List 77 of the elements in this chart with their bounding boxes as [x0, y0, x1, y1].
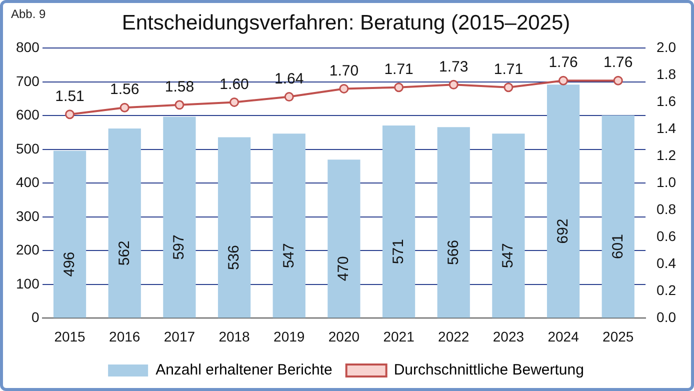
bar — [328, 160, 360, 318]
bar — [602, 115, 634, 318]
y2-tick-label: 0.8 — [656, 201, 676, 218]
data-label: 496 — [60, 252, 78, 277]
data-label: 1.58 — [164, 78, 194, 96]
y-tick-label: 700 — [16, 72, 40, 89]
y2-tick-label: 1.2 — [656, 147, 676, 164]
data-label: 597 — [170, 234, 188, 260]
y2-tick-label: 1.4 — [656, 120, 676, 136]
bar — [53, 150, 86, 318]
bar — [163, 116, 196, 318]
data-label: 1.76 — [548, 54, 578, 72]
y-tick-label: 100 — [16, 275, 40, 292]
point — [230, 97, 240, 107]
point — [339, 84, 349, 94]
data-label: 470 — [335, 256, 352, 282]
data-label: 1.76 — [604, 54, 633, 72]
data-label: 692 — [554, 218, 572, 244]
chart-title: Entscheidungsverfahren: Beratung (2015–2025) — [122, 11, 570, 34]
point — [120, 102, 130, 112]
y2-tick-label: 0.4 — [656, 255, 676, 272]
x-tick-label: 2023 — [492, 328, 524, 344]
x-tick-label: 2018 — [218, 328, 250, 344]
point — [504, 82, 514, 92]
data-label: 571 — [390, 239, 407, 264]
x-tick-label: 2021 — [383, 328, 415, 344]
data-label: 547 — [500, 243, 517, 268]
legend-label: Anzahl erhaltener Berichte — [156, 362, 332, 379]
data-label: 547 — [280, 243, 298, 268]
data-label: 536 — [225, 244, 242, 270]
x-tick-label: 2020 — [328, 328, 360, 344]
data-label: 1.51 — [55, 88, 84, 105]
data-label: 1.56 — [110, 81, 140, 98]
point — [448, 80, 458, 90]
y2-tick-label: 0.2 — [656, 282, 676, 298]
data-label: 601 — [609, 234, 626, 260]
data-label: 1.71 — [384, 60, 414, 78]
point — [284, 92, 294, 102]
y-tick-label: 300 — [16, 208, 40, 224]
y-tick-label: 400 — [16, 174, 40, 190]
bar — [492, 134, 525, 318]
caption: Abb. 9 — [11, 7, 46, 21]
bar — [382, 125, 416, 318]
y-tick-label: 200 — [16, 242, 40, 258]
x-tick-label: 2017 — [164, 328, 196, 344]
y-tick-label: 600 — [16, 106, 40, 123]
data-label: 1.71 — [494, 60, 524, 78]
point — [394, 82, 404, 92]
bar — [108, 128, 141, 318]
bar — [272, 134, 306, 318]
data-label: 1.70 — [329, 62, 359, 80]
x-tick-label: 2016 — [109, 328, 140, 344]
data-label: 562 — [116, 240, 133, 266]
legend-label: Durchschnittliche Bewertung — [394, 362, 584, 379]
y2-tick-label: 0.0 — [656, 309, 676, 326]
y2-tick-label: 0.6 — [656, 228, 676, 244]
y2-tick-label: 2.0 — [656, 39, 676, 56]
x-tick-label: 2025 — [602, 328, 634, 344]
point — [613, 76, 623, 86]
y-tick-label: 0 — [32, 309, 40, 326]
bar — [546, 84, 580, 318]
data-label: 1.73 — [439, 58, 468, 76]
x-tick-label: 2024 — [548, 328, 580, 344]
y2-tick-label: 1.6 — [656, 93, 676, 110]
bar — [218, 137, 251, 318]
point — [174, 100, 184, 110]
point — [558, 76, 568, 86]
y-tick-label: 800 — [16, 39, 40, 56]
x-tick-label: 2022 — [438, 328, 470, 344]
x-tick-label: 2019 — [274, 328, 305, 344]
bar — [437, 127, 470, 318]
x-tick-label: 2015 — [54, 328, 86, 344]
point — [65, 110, 75, 120]
data-label: 566 — [444, 240, 462, 265]
y2-tick-label: 1.0 — [656, 174, 676, 190]
y2-tick-label: 1.8 — [656, 66, 676, 82]
y-tick-label: 500 — [16, 140, 40, 156]
